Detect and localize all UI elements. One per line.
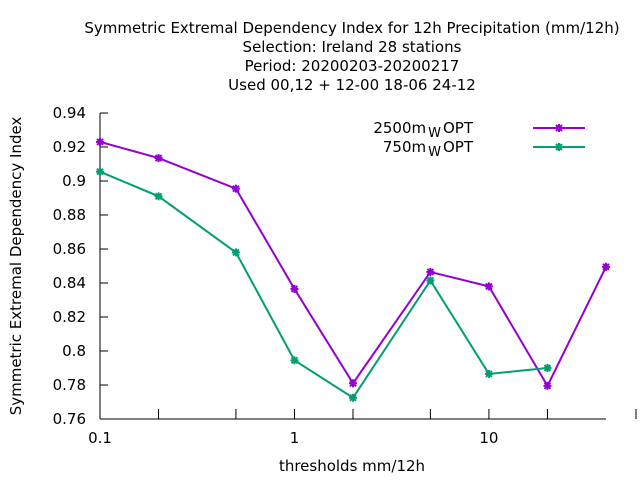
chart-title: Symmetric Extremal Dependency Index for … xyxy=(84,19,619,94)
data-point xyxy=(154,154,163,163)
y-axis-label: Symmetric Extremal Dependency Index xyxy=(7,117,25,416)
title-line: Symmetric Extremal Dependency Index for … xyxy=(84,19,619,37)
data-point xyxy=(290,356,299,365)
y-tick-label: 0.76 xyxy=(53,410,86,428)
data-point xyxy=(154,192,163,201)
title-line: Selection: Ireland 28 stations xyxy=(243,38,462,56)
axes xyxy=(99,113,606,420)
x-axis-label: thresholds mm/12h xyxy=(279,457,425,475)
y-tick-label: 0.78 xyxy=(53,376,86,394)
legend-name: 750m xyxy=(383,138,426,156)
y-tick-label: 0.88 xyxy=(53,206,86,224)
series-1 xyxy=(96,167,552,402)
data-point xyxy=(349,393,357,402)
x-tick-label: 0.1 xyxy=(88,429,112,447)
legend-subscript: W xyxy=(428,145,441,160)
title-line: Used 00,12 + 12-00 18-06 24-12 xyxy=(228,76,476,94)
data-point xyxy=(231,184,240,193)
legend-label: 2500m W OPT xyxy=(373,119,474,141)
series-line xyxy=(99,170,548,400)
data-point xyxy=(231,248,240,257)
legend-subscript: W xyxy=(428,126,441,141)
x-tick-label: 1 xyxy=(290,429,300,447)
data-point xyxy=(426,267,435,276)
y-tick-label: 0.92 xyxy=(53,138,86,156)
y-tick-label: 0.94 xyxy=(53,104,86,122)
data-point xyxy=(602,262,610,271)
legend-suffix: OPT xyxy=(443,138,474,156)
title-line: Period: 20200203-20200217 xyxy=(245,57,460,75)
series-group xyxy=(96,137,610,402)
data-point xyxy=(543,381,552,390)
y-axis-ticks: 0.76 0.78 0.8 0.82 0.84 0.86 0.88 0.9 0.92 0.94 xyxy=(53,104,108,428)
y-tick-label: 0.82 xyxy=(53,308,86,326)
y-tick-label: 0.84 xyxy=(53,274,86,292)
data-point xyxy=(484,282,493,291)
x-axis-ticks: 0.1 1 10 xyxy=(88,409,637,447)
y-tick-label: 0.9 xyxy=(62,172,86,190)
legend-name: 2500m xyxy=(373,119,426,137)
y-tick-label: 0.86 xyxy=(53,240,86,258)
legend-label: 750m W OPT xyxy=(383,138,474,160)
series-line xyxy=(99,140,607,388)
y-tick-label: 0.8 xyxy=(62,342,86,360)
data-point xyxy=(555,124,563,132)
data-point xyxy=(543,364,552,372)
legend-suffix: OPT xyxy=(443,119,474,137)
series-0 xyxy=(96,137,610,390)
data-point xyxy=(349,379,357,388)
data-point xyxy=(555,143,563,151)
data-point xyxy=(96,167,104,176)
data-point xyxy=(290,284,299,293)
x-tick-label: 10 xyxy=(479,429,498,447)
data-point xyxy=(426,276,435,285)
data-point xyxy=(484,369,493,378)
data-point xyxy=(96,137,104,146)
